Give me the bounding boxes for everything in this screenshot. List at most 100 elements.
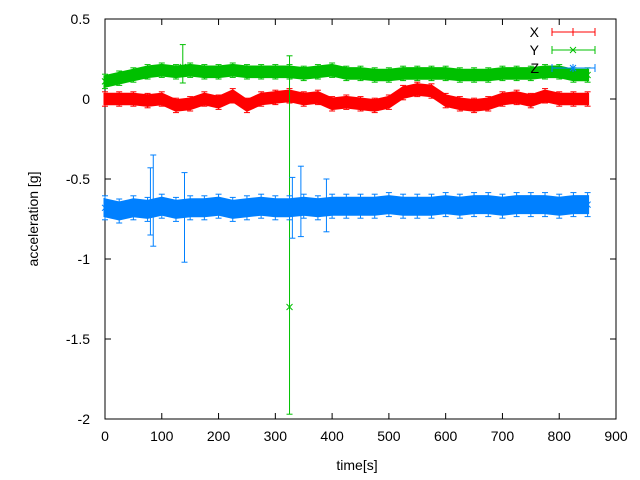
legend-marker: [569, 64, 577, 72]
data-point: [158, 202, 166, 210]
series-x: [102, 81, 591, 114]
data-point: [513, 201, 520, 208]
data-point: [328, 66, 336, 74]
data-point: [130, 204, 137, 212]
outlier-point: [286, 303, 293, 311]
plot-area: [101, 44, 591, 415]
data-point: [257, 68, 265, 76]
data-point: [300, 70, 308, 77]
x-tick-label: 200: [207, 428, 231, 444]
data-point: [470, 201, 478, 208]
data-point: [271, 68, 279, 76]
data-point: [186, 66, 194, 74]
data-point: [385, 201, 393, 208]
data-point: [371, 71, 379, 79]
y-tick-label: 0.5: [71, 11, 91, 27]
x-tick-label: 900: [604, 428, 628, 444]
data-point: [456, 202, 464, 210]
data-point: [229, 66, 237, 74]
axes: 0 100 200 300 400 500 600 700 800 900 0.5 0 -0.5 -1 -1…: [66, 11, 628, 444]
data-point: [215, 68, 222, 76]
data-point: [271, 204, 279, 212]
y-axis-label: acceleration [g]: [25, 172, 41, 267]
data-point: [470, 71, 478, 79]
x-tick-label: 100: [150, 428, 174, 444]
data-point: [115, 207, 123, 215]
data-point: [144, 68, 151, 76]
data-point: [243, 204, 251, 212]
data-point: [342, 202, 350, 210]
data-point: [527, 201, 535, 208]
legend-label: Z: [530, 60, 539, 76]
outlier-point: [147, 207, 154, 215]
data-point: [314, 68, 322, 76]
x-tick-label: 0: [101, 428, 109, 444]
outlier-point: [323, 201, 330, 208]
data-point: [130, 71, 137, 79]
data-point: [357, 70, 364, 77]
data-point: [314, 204, 322, 212]
x-tick-label: 600: [434, 428, 458, 444]
y-tick-label: -2: [78, 411, 91, 427]
x-tick-label: 400: [320, 428, 344, 444]
data-point: [584, 71, 591, 79]
legend: XYZ: [530, 24, 596, 76]
series-y: [101, 44, 591, 415]
data-point: [584, 201, 591, 208]
data-point: [527, 70, 535, 77]
data-point: [229, 206, 237, 213]
data-point: [442, 70, 450, 77]
data-point: [428, 202, 435, 210]
y-tick-label: -1: [78, 251, 91, 267]
legend-label: Y: [530, 42, 540, 58]
data-point: [413, 70, 421, 77]
data-point: [399, 202, 407, 210]
data-point: [215, 202, 222, 210]
data-point: [115, 74, 123, 82]
y-tick-label: -0.5: [66, 171, 90, 187]
data-point: [499, 70, 506, 77]
x-axis-label: time[s]: [336, 457, 377, 473]
data-point: [428, 70, 435, 77]
data-point: [442, 201, 450, 208]
data-point: [385, 71, 393, 79]
data-point: [158, 66, 166, 74]
y-tick-label: 0: [82, 91, 90, 107]
data-point: [484, 71, 492, 79]
data-point: [371, 202, 379, 210]
data-point: [201, 68, 208, 76]
data-point: [201, 204, 208, 212]
data-point: [101, 78, 109, 85]
outlier-point: [297, 204, 305, 212]
data-point: [357, 202, 364, 210]
data-point: [513, 70, 520, 77]
y-tick-label: -1.5: [66, 331, 90, 347]
data-point: [257, 202, 265, 210]
data-point: [570, 201, 577, 208]
data-point: [555, 202, 563, 210]
x-tick-label: 800: [548, 428, 572, 444]
legend-marker: [569, 46, 577, 54]
outlier-point: [179, 63, 187, 71]
data-point: [172, 68, 180, 76]
data-point: [570, 71, 577, 79]
data-point: [399, 70, 407, 77]
x-tick-label: 700: [491, 428, 515, 444]
data-point: [342, 70, 350, 77]
data-point: [541, 68, 549, 76]
x-tick-label: 300: [264, 428, 288, 444]
data-point: [541, 201, 549, 208]
data-point: [484, 201, 492, 208]
outlier-point: [289, 207, 296, 215]
data-point: [101, 204, 109, 212]
data-point: [243, 68, 251, 76]
data-point: [499, 202, 506, 210]
data-point: [413, 202, 421, 210]
data-point: [328, 202, 336, 210]
x-tick-label: 500: [377, 428, 401, 444]
data-point: [555, 68, 563, 76]
data-point: [456, 71, 464, 79]
series-z: [101, 154, 591, 263]
outlier-point: [181, 207, 188, 215]
